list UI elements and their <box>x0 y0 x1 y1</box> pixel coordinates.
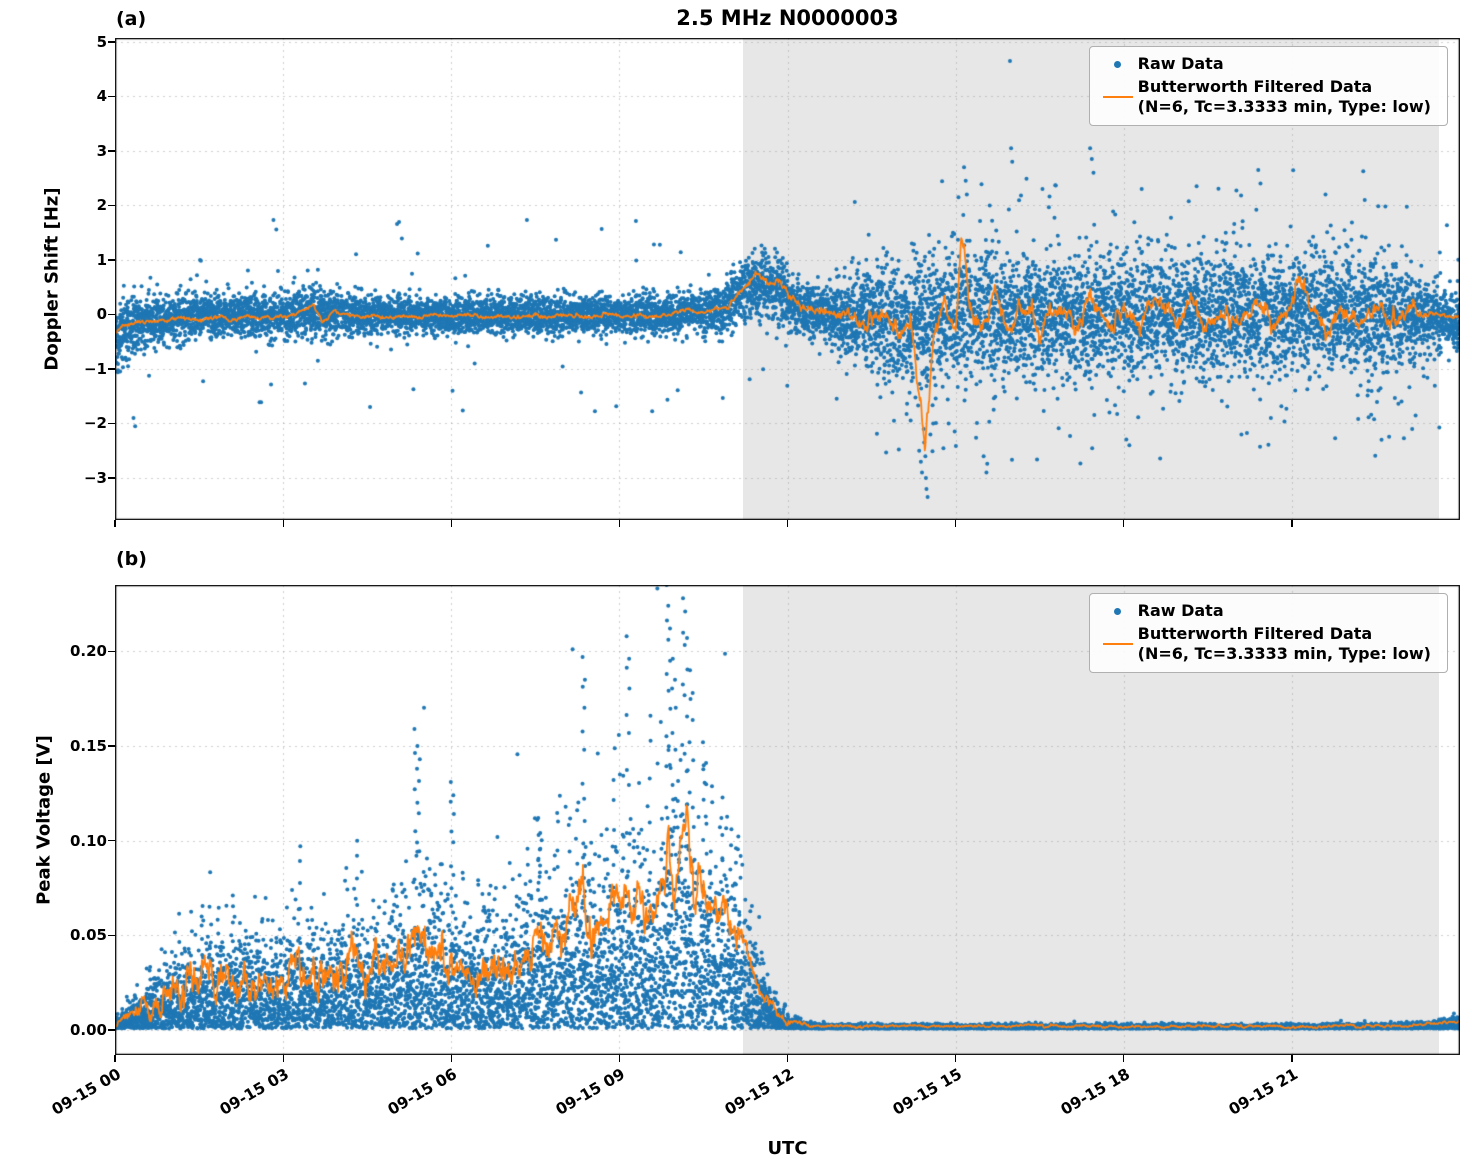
legend-filtered-label: Butterworth Filtered Data <box>1137 624 1373 643</box>
x-tick-mark <box>955 1055 957 1062</box>
x-tick-mark <box>955 520 957 527</box>
figure-title: 2.5 MHz N0000003 <box>676 6 899 30</box>
x-tick-mark <box>282 520 284 527</box>
y-tick-label: 1 <box>96 250 107 269</box>
y-tick-label: 5 <box>96 32 107 51</box>
x-tick-mark <box>618 1055 621 1062</box>
x-tick-mark <box>282 1055 284 1062</box>
y-tick-mark <box>108 95 115 98</box>
y-tick-label: 0.15 <box>69 736 107 755</box>
y-tick-label: 0.10 <box>69 831 107 850</box>
raw-data-dot-icon <box>1114 607 1122 615</box>
y-tick-mark <box>108 313 115 316</box>
x-tick-label: 09-15 00 <box>48 1065 124 1119</box>
x-tick-mark <box>786 520 789 527</box>
x-tick-mark <box>450 520 452 527</box>
filtered-line-icon <box>1102 642 1133 646</box>
y-tick-mark <box>108 368 115 370</box>
x-tick-mark <box>450 1055 452 1062</box>
legend-a: Raw Data Butterworth Filtered Data (N=6,… <box>1088 46 1448 126</box>
x-tick-mark <box>1123 520 1125 527</box>
raw-data-dot-icon <box>1114 60 1122 68</box>
y-tick-label: −1 <box>83 359 107 378</box>
y-tick-label: 0.20 <box>69 642 107 661</box>
y-tick-label: −2 <box>83 414 107 433</box>
x-tick-mark <box>1291 1055 1293 1062</box>
y-tick-mark <box>108 745 115 747</box>
y-tick-label: 0 <box>96 305 107 324</box>
plot-panel-b: Raw Data Butterworth Filtered Data (N=6,… <box>115 585 1460 1055</box>
y-axis-label-voltage: Peak Voltage [V] <box>33 735 55 905</box>
y-tick-mark <box>108 41 115 43</box>
legend-b: Raw Data Butterworth Filtered Data (N=6,… <box>1088 593 1448 673</box>
y-tick-mark <box>108 477 115 479</box>
y-tick-label: 3 <box>96 141 107 160</box>
y-tick-label: 2 <box>96 196 107 215</box>
legend-filtered-text: Butterworth Filtered Data (N=6, Tc=3.333… <box>1138 77 1431 117</box>
x-tick-mark <box>114 1055 116 1062</box>
y-tick-label: 4 <box>96 87 107 106</box>
x-axis-label: UTC <box>767 1138 808 1159</box>
y-tick-mark <box>108 150 115 152</box>
y-tick-mark <box>108 650 115 652</box>
y-tick-label: −3 <box>83 469 107 488</box>
y-tick-mark <box>108 204 115 207</box>
x-tick-mark <box>786 1055 789 1062</box>
legend-row-raw: Raw Data <box>1098 54 1431 74</box>
x-tick-mark <box>618 520 621 527</box>
panel-a-tag: (a) <box>116 8 147 30</box>
y-tick-mark <box>108 422 115 425</box>
legend-filtered-sublabel: (N=6, Tc=3.3333 min, Type: low) <box>1137 97 1431 116</box>
raw-marker-cell <box>1098 60 1138 68</box>
x-tick-mark <box>114 520 116 527</box>
legend-row-filtered: Butterworth Filtered Data (N=6, Tc=3.333… <box>1098 77 1431 117</box>
y-tick-mark <box>108 259 115 261</box>
legend-filtered-sublabel: (N=6, Tc=3.3333 min, Type: low) <box>1137 644 1431 663</box>
filtered-marker-cell <box>1098 642 1138 646</box>
legend-filtered-text: Butterworth Filtered Data (N=6, Tc=3.333… <box>1138 624 1431 664</box>
y-tick-mark <box>108 1029 115 1031</box>
raw-marker-cell <box>1098 607 1138 615</box>
plot-panel-a: Raw Data Butterworth Filtered Data (N=6,… <box>115 38 1460 520</box>
x-tick-mark <box>1123 1055 1125 1062</box>
filtered-marker-cell <box>1098 95 1138 99</box>
y-tick-mark <box>108 934 115 937</box>
legend-row-filtered: Butterworth Filtered Data (N=6, Tc=3.333… <box>1098 624 1431 664</box>
legend-raw-label: Raw Data <box>1137 54 1224 73</box>
legend-raw-label: Raw Data <box>1137 601 1224 620</box>
panel-b-tag: (b) <box>116 548 147 570</box>
legend-filtered-label: Butterworth Filtered Data <box>1137 77 1373 96</box>
y-tick-label: 0.05 <box>69 926 107 945</box>
x-tick-mark <box>1291 520 1293 527</box>
filtered-line-icon <box>1102 95 1133 99</box>
y-tick-mark <box>108 840 115 842</box>
legend-row-raw: Raw Data <box>1098 601 1431 621</box>
y-tick-label: 0.00 <box>69 1021 107 1039</box>
